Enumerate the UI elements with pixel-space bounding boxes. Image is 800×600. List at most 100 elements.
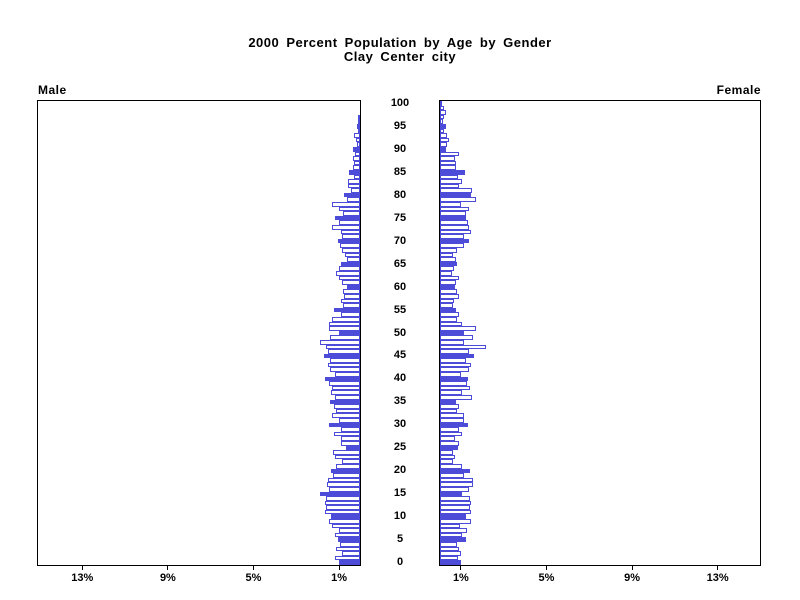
bar-female-age-2	[440, 551, 462, 556]
bar-male-age-29	[340, 427, 360, 432]
bar-male-age-4	[339, 542, 360, 547]
bar-male-age-9	[328, 519, 360, 524]
bar-female-age-34	[440, 404, 460, 409]
bar-female-age-19	[440, 473, 464, 478]
age-tick-label-10: 10	[393, 510, 407, 523]
age-tick-label-75: 75	[393, 211, 407, 224]
bar-male-age-41	[335, 372, 360, 377]
bar-male-age-83	[348, 179, 360, 184]
bar-male-age-44	[330, 358, 360, 363]
bar-male-age-30	[328, 422, 360, 428]
bar-female-age-81	[440, 188, 473, 193]
bar-male-age-79	[347, 197, 360, 203]
bar-male-age-33	[336, 408, 360, 414]
bar-female-age-84	[440, 174, 459, 180]
bar-male-age-64	[338, 266, 360, 271]
bar-male-age-35	[330, 399, 360, 405]
bar-female-age-23	[440, 454, 455, 460]
bar-male-age-81	[351, 188, 360, 193]
bar-female-age-53	[440, 316, 458, 322]
bar-male-age-57	[340, 298, 360, 304]
bar-male-age-13	[324, 500, 360, 506]
age-tick-label-25: 25	[393, 441, 407, 454]
age-tick-label-45: 45	[393, 349, 407, 362]
bar-female-age-71	[440, 234, 464, 239]
bar-female-age-13	[440, 500, 472, 506]
bar-male-age-26	[340, 440, 360, 446]
bar-female-age-5	[440, 537, 466, 543]
bar-female-age-33	[440, 408, 458, 414]
bar-female-age-82	[440, 183, 460, 189]
bar-female-age-4	[440, 542, 458, 547]
female-panel-label: Female	[716, 83, 761, 97]
bar-male-age-68	[341, 248, 360, 253]
bar-male-age-88	[352, 156, 360, 161]
x-tick-mark-male-5	[253, 566, 254, 570]
bar-male-age-31	[338, 418, 360, 423]
bar-female-age-68	[440, 248, 458, 253]
age-tick-label-5: 5	[396, 533, 404, 546]
chart-title: 2000 Percent Population by Age by Gender	[248, 35, 552, 50]
bar-male-age-78	[332, 202, 360, 207]
bar-female-age-49	[440, 335, 474, 340]
bar-male-age-63	[336, 270, 360, 276]
x-tick-mark-female-5	[546, 566, 547, 570]
bar-male-age-14	[325, 496, 360, 501]
x-tick-mark-female-13	[717, 566, 719, 570]
bar-female-age-54	[440, 312, 460, 317]
bar-male-age-50	[338, 330, 360, 336]
chart-subtitle: Clay Center city	[343, 49, 457, 64]
bar-male-age-42	[330, 367, 360, 373]
bar-male-age-56	[342, 303, 360, 308]
bar-female-age-38	[440, 385, 470, 391]
bar-male-age-2	[341, 551, 360, 556]
bar-female-age-6	[440, 532, 463, 538]
bar-female-age-57	[440, 298, 454, 304]
bar-male-age-97	[358, 114, 360, 120]
bar-male-age-43	[327, 362, 360, 368]
bar-male-age-94	[357, 128, 360, 134]
bar-male-age-55	[334, 307, 360, 313]
bar-female-age-93	[440, 133, 448, 138]
bar-male-age-1	[335, 555, 360, 561]
bar-male-age-18	[327, 477, 360, 483]
bar-female-age-90	[440, 146, 447, 152]
bar-male-age-37	[331, 390, 360, 396]
bar-male-age-87	[353, 160, 360, 166]
bar-male-age-45	[323, 353, 360, 359]
bar-male-age-0	[338, 560, 360, 565]
bar-male-age-20	[331, 468, 360, 474]
bar-male-age-69	[339, 243, 360, 249]
bar-female-age-22	[440, 459, 453, 464]
bar-female-age-100	[440, 101, 443, 106]
bar-male-age-54	[340, 312, 360, 317]
bar-female-age-18	[440, 477, 474, 483]
bar-female-age-27	[440, 436, 455, 441]
bar-male-age-47	[325, 344, 360, 350]
bar-female-age-42	[440, 367, 469, 373]
age-tick-label-30: 30	[393, 418, 407, 431]
bar-female-age-61	[440, 280, 457, 285]
bar-female-age-62	[440, 275, 460, 281]
bar-male-age-17	[326, 482, 360, 487]
bar-male-age-51	[328, 326, 360, 331]
bar-female-age-70	[440, 238, 469, 244]
bar-female-age-66	[440, 257, 457, 262]
bar-female-age-15	[440, 491, 463, 497]
bar-male-age-75	[335, 215, 360, 221]
bar-female-age-94	[440, 128, 445, 134]
bar-male-age-48	[320, 339, 360, 345]
bar-female-age-14	[440, 496, 470, 501]
bar-female-age-78	[440, 202, 462, 207]
bar-female-age-45	[440, 353, 475, 359]
age-tick-label-35: 35	[393, 395, 407, 408]
bar-male-age-65	[340, 261, 360, 267]
bar-male-age-46	[327, 349, 360, 354]
bar-male-age-80	[343, 192, 360, 198]
x-tick-label-female-1: 1%	[452, 572, 469, 584]
bar-female-age-92	[440, 137, 449, 143]
bar-female-age-51	[440, 326, 477, 331]
bar-male-age-19	[333, 473, 360, 478]
age-tick-label-40: 40	[393, 372, 407, 385]
age-axis: 0 5 10 15 20 25 30 35 40 45 50 55 60 65 70 75 80 85 90 95 10…	[361, 0, 439, 600]
